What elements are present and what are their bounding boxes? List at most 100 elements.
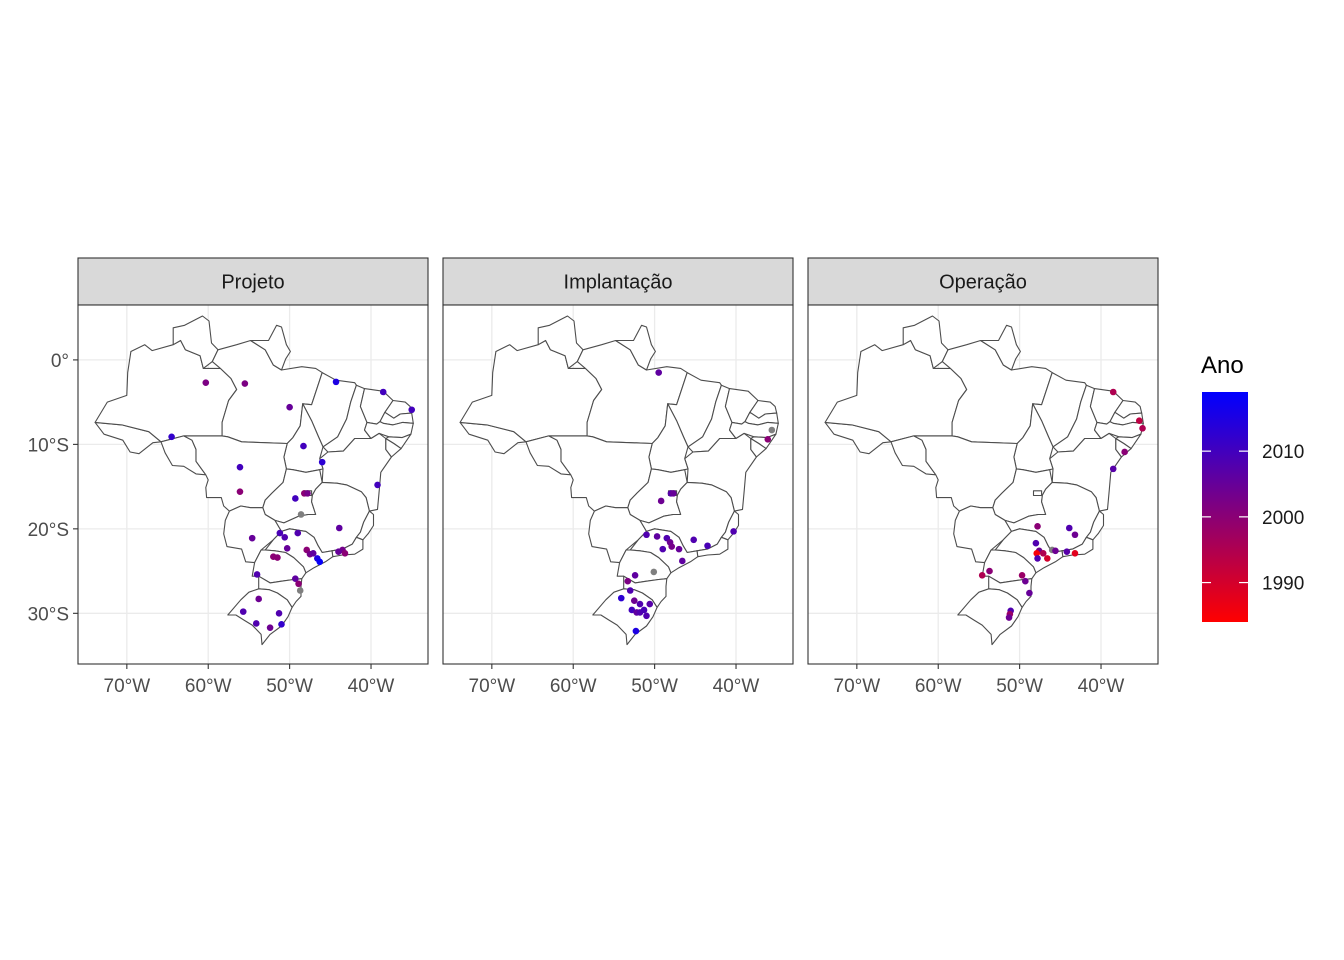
data-point [295, 580, 302, 588]
data-point [239, 608, 247, 615]
data-point [202, 379, 210, 387]
x-tick-label: 50°W [996, 676, 1043, 697]
data-point [255, 595, 262, 603]
data-point [659, 545, 667, 553]
legend-colorbar [1202, 392, 1248, 622]
x-tick-label: 40°W [1078, 676, 1125, 697]
state-ms [953, 505, 1013, 564]
data-point [253, 571, 261, 578]
data-point [408, 406, 416, 414]
data-point [670, 490, 677, 497]
facet-strip [807, 257, 1159, 306]
legend-label: 1990 [1262, 574, 1304, 595]
data-point [304, 490, 311, 497]
data-point [241, 380, 249, 387]
x-tick-label: 70°W [834, 676, 881, 697]
data-point [236, 463, 244, 471]
data-point [1034, 555, 1041, 562]
data-point [690, 536, 697, 544]
data-point [286, 403, 293, 411]
facet-strip [442, 257, 794, 306]
data-point [374, 481, 381, 489]
data-point [657, 497, 665, 505]
data-point [296, 587, 304, 594]
state-ms [588, 505, 648, 564]
data-point [617, 594, 625, 602]
data-point [1026, 589, 1033, 597]
data-point [646, 600, 654, 608]
data-point [335, 548, 342, 555]
color-legend: Ano 2010 2000 1990 [1201, 352, 1304, 622]
data-point [300, 442, 307, 450]
data-points [978, 388, 1146, 621]
data-point [1032, 539, 1040, 547]
data-point [626, 587, 634, 594]
data-point [309, 550, 317, 557]
data-point [248, 534, 256, 542]
data-point [1109, 465, 1117, 473]
data-point [294, 529, 302, 537]
legend-label: 2000 [1262, 508, 1304, 529]
data-point [1022, 577, 1029, 585]
data-point [655, 369, 662, 376]
legend-label: 2010 [1262, 442, 1304, 463]
state-rs [227, 588, 293, 646]
map-panel: Implantação 70°W 60°W 50°W 40°W [442, 257, 794, 697]
state-ap [250, 324, 291, 371]
data-point [266, 624, 274, 631]
data-point [986, 567, 993, 575]
data-point [1065, 524, 1073, 532]
x-tick-label: 50°W [631, 676, 678, 697]
x-tick-label: 70°W [104, 676, 151, 697]
y-tick-label: 0° [51, 351, 69, 372]
data-point [643, 612, 650, 620]
data-point [1018, 572, 1026, 579]
data-point [283, 544, 291, 552]
data-point [730, 528, 737, 535]
y-tick-label: 20°S [28, 520, 69, 541]
data-point [275, 610, 283, 617]
data-point [1034, 523, 1041, 530]
state-ms [223, 505, 283, 564]
data-point [276, 529, 284, 537]
data-point [631, 572, 639, 579]
data-point [643, 531, 650, 539]
data-point [1044, 555, 1051, 562]
data-point [628, 606, 636, 614]
data-point [168, 433, 175, 441]
data-point [1121, 448, 1128, 456]
data-point [1005, 614, 1013, 621]
data-point [704, 542, 711, 550]
data-points [168, 378, 416, 631]
data-point [640, 606, 648, 614]
data-point [252, 620, 260, 627]
data-point [668, 543, 676, 550]
x-tick-label: 70°W [469, 676, 516, 697]
state-boundaries [94, 315, 414, 646]
data-point [1109, 388, 1117, 396]
x-tick-label: 40°W [348, 676, 395, 697]
data-point [675, 545, 683, 553]
data-point [1139, 425, 1146, 432]
panels-layer: Projeto 70°W 60°W 50°W 40°W 0° 10°S 20°S 30°S Imp… [28, 257, 1159, 697]
data-point [274, 554, 281, 561]
y-tick-label: 30°S [28, 604, 69, 625]
data-point [281, 533, 289, 541]
data-point [978, 572, 986, 579]
panel-border [807, 304, 1159, 665]
state-ap [615, 324, 656, 371]
legend-title: Ano [1201, 352, 1244, 379]
data-point [318, 458, 326, 466]
data-point [297, 511, 305, 518]
data-point [292, 495, 299, 502]
data-point [1071, 550, 1079, 557]
map-panel: Projeto 70°W 60°W 50°W 40°W 0° 10°S 20°S 30°S [28, 257, 429, 697]
data-point [335, 524, 343, 532]
data-point [292, 575, 299, 582]
data-point [1033, 550, 1041, 557]
data-point [630, 597, 638, 604]
y-tick-label: 10°S [28, 435, 69, 456]
data-point [278, 620, 285, 628]
facet-strip [77, 257, 429, 306]
